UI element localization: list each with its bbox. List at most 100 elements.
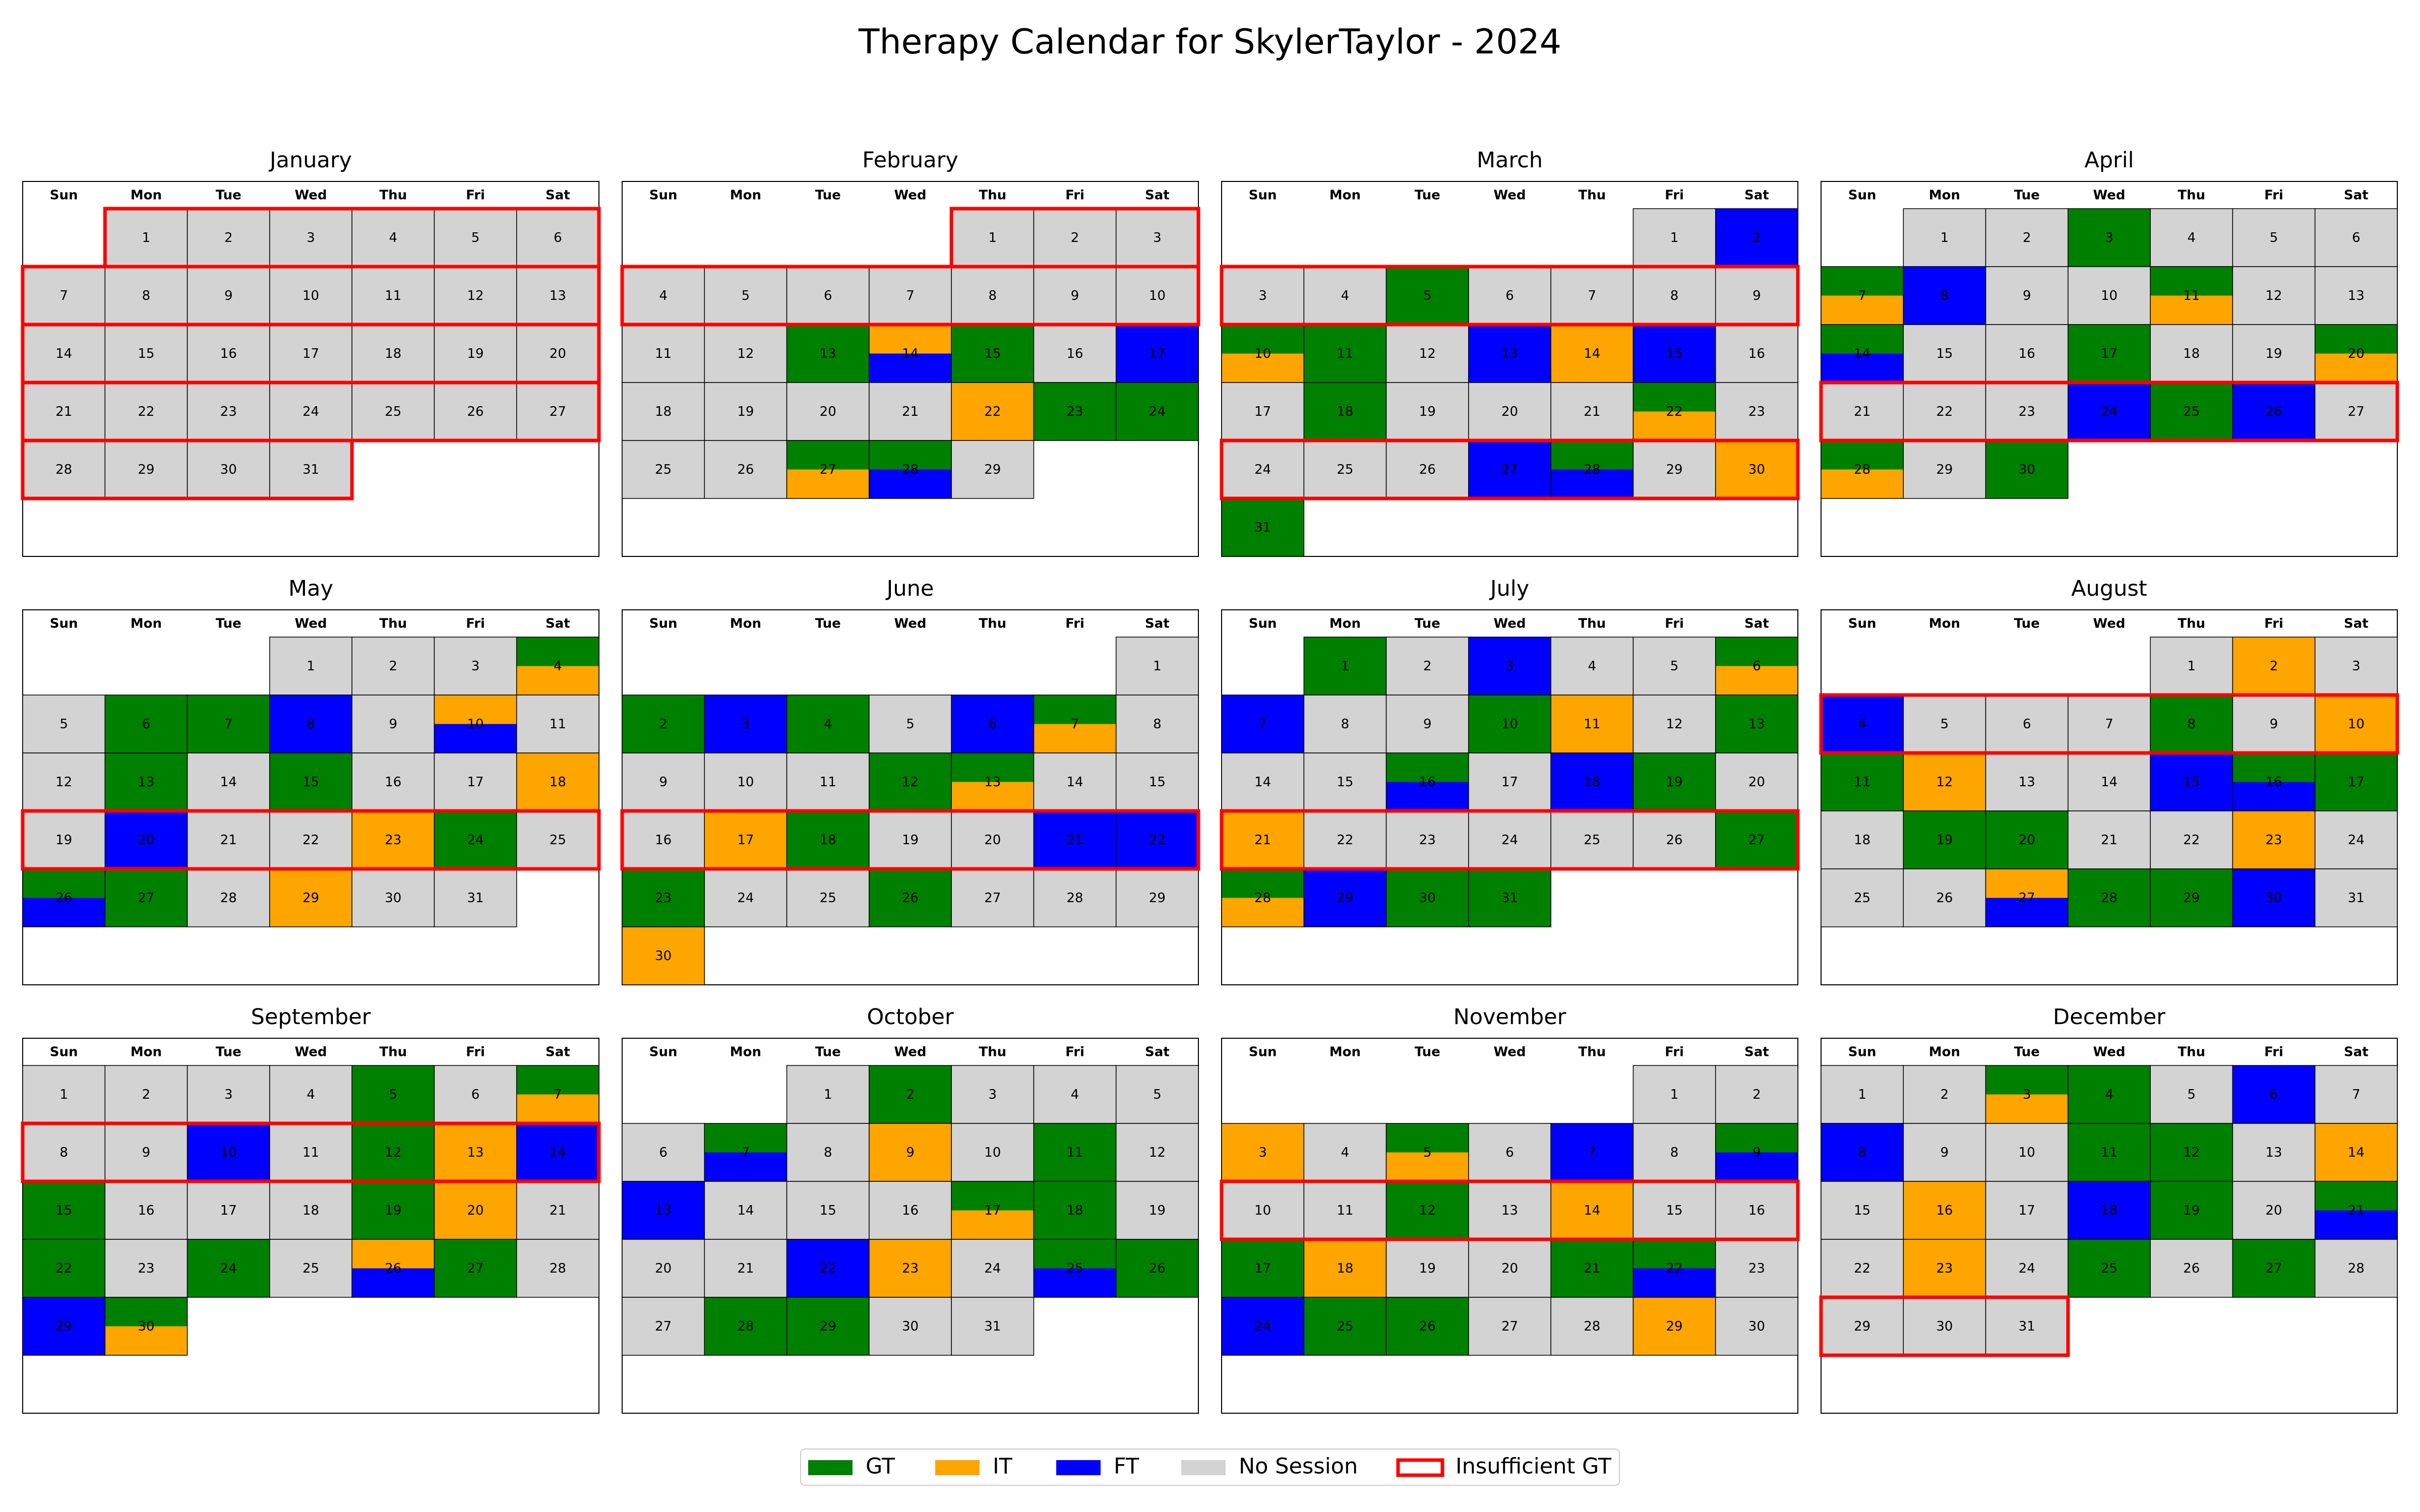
day-number: 23 (2266, 833, 2282, 848)
weekday-label: Fri (2264, 616, 2283, 632)
day-cell: 29 (1303, 868, 1387, 927)
day-cell: 28 (704, 1297, 788, 1356)
no-session-fill (704, 383, 787, 440)
day-number: 5 (389, 1087, 398, 1102)
day-cell: 12 (1632, 695, 1716, 753)
day-cell: 21 (22, 382, 106, 441)
day-cell: 23 (1715, 1239, 1798, 1298)
day-cell-border (104, 1297, 188, 1356)
session-fill-gt (2068, 1239, 2151, 1297)
no-session-fill (1116, 1123, 1198, 1181)
no-session-fill (1386, 383, 1469, 440)
no-session-fill (1034, 753, 1116, 811)
session-fill-gt (1551, 440, 1634, 470)
day-cell: 17 (2314, 752, 2398, 811)
no-session-fill (1633, 267, 1716, 325)
day-cell: 8 (1115, 695, 1199, 753)
day-cell: 17 (269, 324, 352, 383)
session-fill-gt (2150, 869, 2233, 927)
day-cell: 18 (2150, 324, 2233, 383)
day-cell: 5 (22, 695, 106, 753)
day-cell: 29 (1115, 868, 1199, 927)
day-cell: 11 (2068, 1123, 2151, 1182)
weekday-label: Tue (815, 1045, 841, 1060)
session-fill-gt (786, 325, 869, 383)
insufficient-gt-outline (1819, 381, 2399, 443)
day-number: 8 (142, 288, 151, 303)
day-number: 8 (989, 288, 997, 303)
session-fill-it (2150, 295, 2233, 325)
session-fill-gt (269, 753, 352, 811)
day-cell: 2 (869, 1065, 952, 1124)
day-number: 12 (1936, 775, 1953, 790)
weekday-label: Sat (1145, 188, 1170, 203)
day-number: 8 (1670, 288, 1679, 303)
day-cell: 20 (1468, 1239, 1551, 1298)
day-cell: 11 (786, 752, 870, 811)
session-fill-ft (1985, 898, 2068, 927)
session-fill-gt (869, 440, 952, 470)
day-number: 13 (655, 1203, 672, 1218)
no-session-fill (434, 209, 517, 267)
day-cell: 23 (351, 810, 435, 869)
session-fill-gt (2232, 1239, 2315, 1297)
day-cell: 16 (1715, 1181, 1798, 1240)
day-number: 23 (385, 833, 401, 848)
day-cell: 29 (2150, 868, 2233, 927)
day-cell: 9 (622, 752, 705, 811)
day-number: 3 (1258, 288, 1267, 303)
day-number: 2 (906, 1087, 915, 1102)
day-cell: 13 (786, 324, 870, 383)
day-number: 22 (138, 404, 154, 419)
weekday-label: Wed (894, 1045, 927, 1060)
no-session-fill (2150, 209, 2233, 267)
weekday-label: Tue (1415, 188, 1440, 203)
weekday-label: Tue (216, 188, 241, 203)
no-session-fill (516, 1239, 599, 1297)
day-cell: 11 (1821, 752, 1904, 811)
no-session-fill (1903, 325, 1986, 383)
weekday-label: Tue (2014, 1045, 2040, 1060)
day-number: 24 (984, 1261, 1001, 1276)
no-session-fill (1222, 1181, 1304, 1239)
weekday-label: Tue (2014, 188, 2040, 203)
session-fill-gt (2315, 753, 2397, 811)
day-cell: 9 (869, 1123, 952, 1182)
day-number: 26 (1419, 462, 1436, 477)
day-cell: 18 (1033, 1181, 1117, 1240)
weekday-label: Wed (295, 188, 327, 203)
session-fill-gt (786, 811, 869, 869)
day-number: 12 (467, 288, 484, 303)
day-cell: 4 (1550, 637, 1634, 696)
day-cell: 26 (2232, 382, 2316, 441)
day-number: 5 (2270, 230, 2278, 245)
weekday-label: Tue (216, 616, 241, 632)
day-number: 5 (1153, 1087, 1162, 1102)
day-cell: 20 (434, 1181, 517, 1240)
day-number: 15 (1149, 775, 1166, 790)
day-cell: 18 (351, 324, 435, 383)
no-session-fill (23, 267, 105, 325)
day-number: 25 (820, 891, 836, 906)
weekday-label: Thu (1578, 1045, 1606, 1060)
no-session-fill (23, 383, 105, 440)
session-fill-gt (105, 869, 188, 927)
no-session-fill (516, 811, 599, 869)
weekday-label: Sat (1145, 616, 1170, 632)
day-cell: 12 (869, 752, 952, 811)
weekday-label: Sun (649, 188, 678, 203)
session-fill-ft (2068, 383, 2151, 440)
no-session-fill (105, 209, 188, 267)
day-cell: 15 (1115, 752, 1199, 811)
weekday-label: Fri (1065, 616, 1084, 632)
day-cell: 22 (786, 1239, 870, 1298)
legend-swatch-ft (1056, 1460, 1101, 1475)
no-session-fill (105, 440, 188, 498)
no-session-fill (187, 440, 270, 498)
no-session-fill (1903, 440, 1986, 498)
day-cell: 18 (1821, 810, 1904, 869)
day-number: 9 (906, 1145, 915, 1160)
day-cell: 2 (1715, 1065, 1798, 1124)
day-cell: 24 (951, 1239, 1035, 1298)
day-cell: 8 (269, 695, 352, 753)
